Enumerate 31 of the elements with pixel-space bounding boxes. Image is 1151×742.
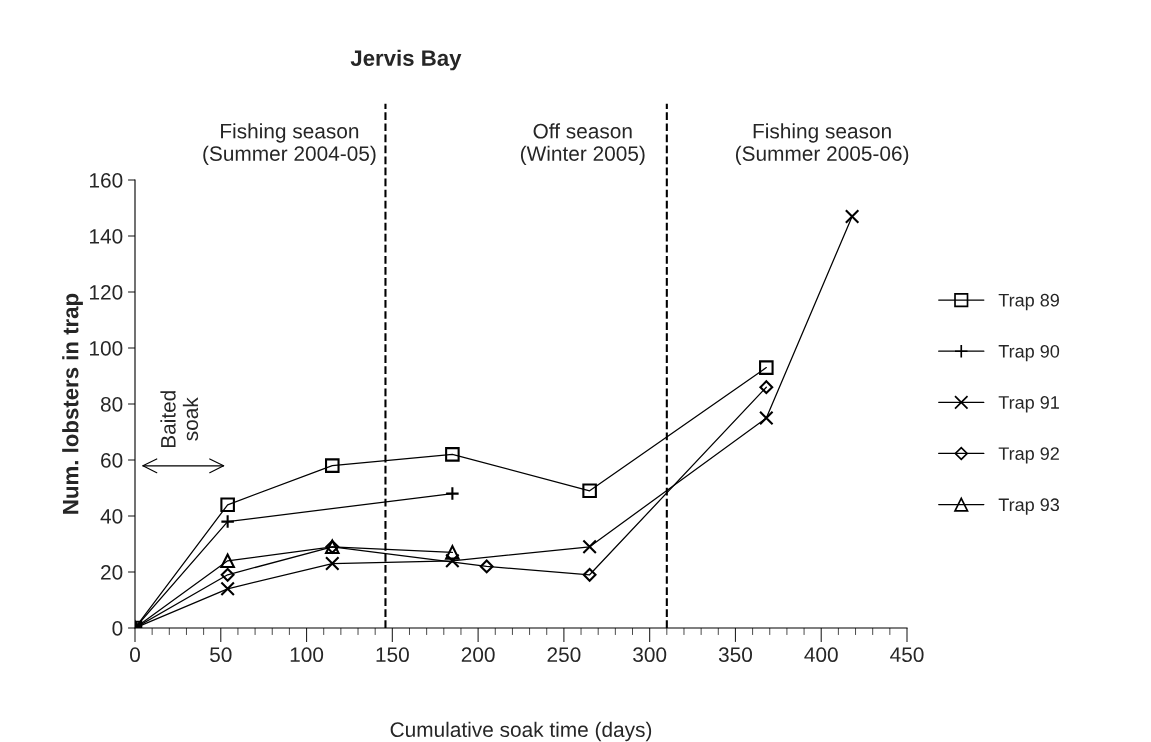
x-tick-label: 200 bbox=[461, 647, 495, 663]
chart-title: Jervis Bay bbox=[350, 49, 462, 71]
x-tick-label: 400 bbox=[804, 647, 838, 663]
x-tick-label: 300 bbox=[633, 647, 667, 663]
legend-label: Trap 89 bbox=[998, 293, 1059, 311]
y-tick-label: 100 bbox=[90, 341, 123, 356]
annotation: Baited soak bbox=[160, 391, 199, 448]
y-tick-label: 40 bbox=[100, 509, 123, 524]
legend-label: Trap 90 bbox=[998, 344, 1060, 362]
x-tick-label: 50 bbox=[210, 647, 232, 663]
y-tick-label: 140 bbox=[90, 229, 123, 244]
x-tick-label: 450 bbox=[890, 647, 924, 663]
text: Off season (Winter 2005) bbox=[520, 123, 645, 166]
y-tick-label: 120 bbox=[90, 285, 123, 300]
x-tick-label: 150 bbox=[376, 647, 409, 663]
x-tick-label: 100 bbox=[290, 647, 324, 663]
y-axis-title: Num. lobsters in trap bbox=[62, 293, 83, 514]
text: Fishing season (Summer 2005-06) bbox=[735, 123, 909, 166]
x-tick-label: 350 bbox=[718, 647, 753, 663]
legend-label: Trap 91 bbox=[998, 396, 1059, 413]
legend-label: Trap 93 bbox=[998, 498, 1060, 515]
y-tick-label: 20 bbox=[101, 565, 123, 580]
y-tick-label: 80 bbox=[100, 397, 123, 412]
y-tick-label: 0 bbox=[112, 621, 123, 636]
legend-label: Trap 92 bbox=[998, 447, 1059, 464]
x-tick-label: 0 bbox=[130, 647, 140, 663]
x-axis-title: Cumulative soak time (days) bbox=[390, 721, 652, 742]
y-tick-label: 160 bbox=[90, 173, 123, 188]
text: Fishing season (Summer 2004-05) bbox=[203, 123, 376, 166]
y-tick-label: 60 bbox=[101, 453, 123, 468]
x-tick-label: 250 bbox=[547, 647, 581, 663]
